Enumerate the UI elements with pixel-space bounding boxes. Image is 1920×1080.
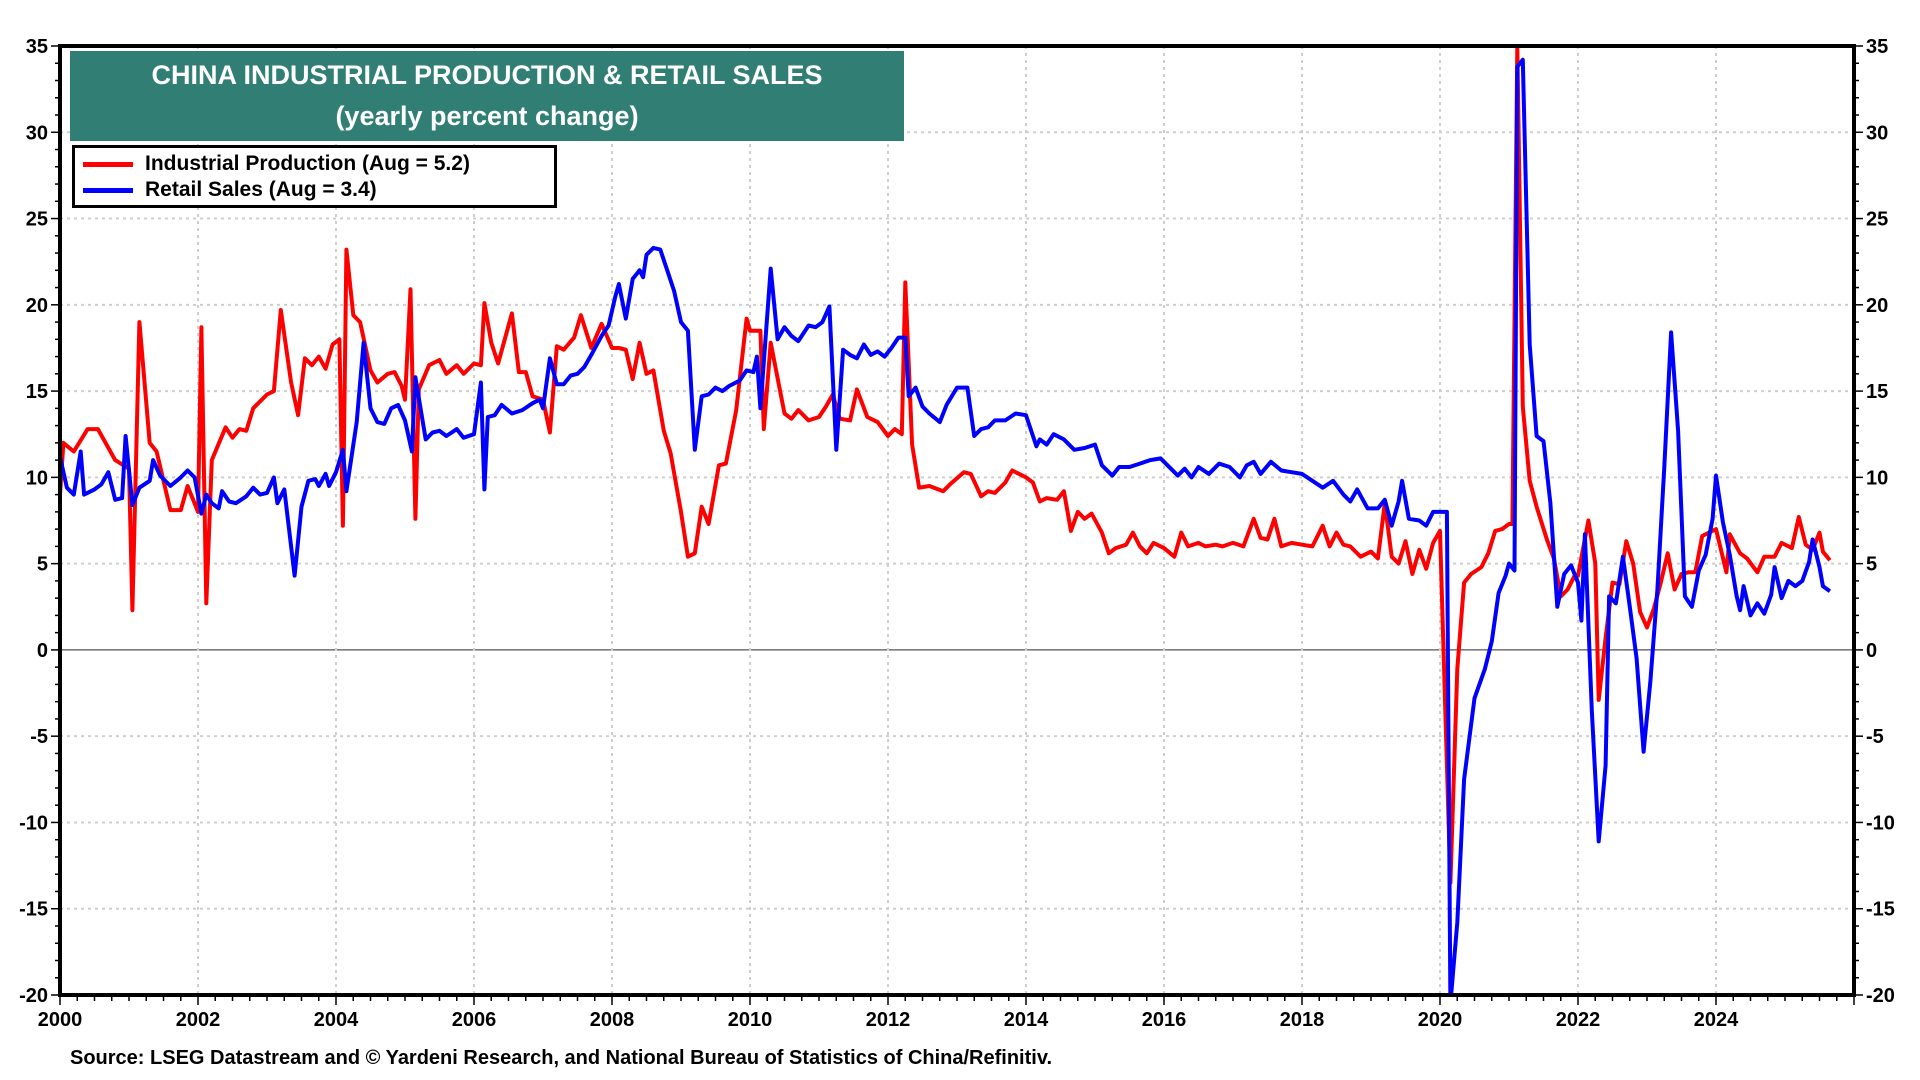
y-tick-label-left: -15 <box>19 899 48 921</box>
chart-title-box: CHINA INDUSTRIAL PRODUCTION & RETAIL SAL… <box>70 51 904 141</box>
x-tick-label: 2022 <box>1556 1009 1601 1031</box>
legend-swatch-red <box>83 161 133 167</box>
y-tick-label-left: -20 <box>19 985 48 1007</box>
y-tick-label-right: 35 <box>1866 36 1888 58</box>
y-tick-label-right: 30 <box>1866 122 1888 144</box>
y-tick-label-right: -15 <box>1866 899 1895 921</box>
source-note: Source: LSEG Datastream and © Yardeni Re… <box>70 1047 1053 1069</box>
x-tick-label: 2014 <box>1004 1009 1049 1031</box>
plot-frame <box>58 44 1856 997</box>
y-tick-label-left: 30 <box>26 122 48 144</box>
legend-swatch-blue <box>83 187 133 193</box>
chart-subtitle: (yearly percent change) <box>335 101 639 131</box>
legend-item-industrial-production: Industrial Production (Aug = 5.2) <box>83 151 554 177</box>
y-tick-label-right: -10 <box>1866 812 1895 834</box>
series-line-retail-sales <box>60 57 1832 995</box>
y-tick-label-right: 0 <box>1866 640 1877 662</box>
x-tick-label: 2006 <box>452 1009 497 1031</box>
y-tick-label-right: 10 <box>1866 467 1888 489</box>
x-tick-label: 2020 <box>1418 1009 1463 1031</box>
y-tick-label-right: 15 <box>1866 381 1888 403</box>
x-tick-label: 2018 <box>1280 1009 1325 1031</box>
y-tick-label-left: -5 <box>30 726 48 748</box>
y-tick-label-left: 5 <box>37 554 48 576</box>
y-tick-label-left: 25 <box>26 209 48 231</box>
chart-title: CHINA INDUSTRIAL PRODUCTION & RETAIL SAL… <box>151 60 823 90</box>
x-tick-label: 2000 <box>38 1009 83 1031</box>
y-tick-label-left: 0 <box>37 640 48 662</box>
y-tick-label-right: 20 <box>1866 295 1888 317</box>
y-tick-label-left: -10 <box>19 812 48 834</box>
x-tick-label: 2024 <box>1694 1009 1739 1031</box>
y-tick-label-left: 20 <box>26 295 48 317</box>
x-tick-label: 2004 <box>314 1009 359 1031</box>
legend-item-retail-sales: Retail Sales (Aug = 3.4) <box>83 177 554 203</box>
legend-label: Retail Sales (Aug = 3.4) <box>145 178 377 201</box>
y-tick-label-right: 5 <box>1866 554 1877 576</box>
x-tick-label: 2012 <box>866 1009 911 1031</box>
legend-label: Industrial Production (Aug = 5.2) <box>145 152 470 175</box>
x-tick-label: 2008 <box>590 1009 635 1031</box>
y-tick-label-left: 35 <box>26 36 48 58</box>
series-line-industrial-production <box>60 46 1832 885</box>
x-tick-label: 2002 <box>176 1009 221 1031</box>
y-tick-label-left: 10 <box>26 467 48 489</box>
y-tick-label-right: -20 <box>1866 985 1895 1007</box>
legend: Industrial Production (Aug = 5.2) Retail… <box>72 145 557 208</box>
y-tick-label-left: 15 <box>26 381 48 403</box>
y-tick-label-right: -5 <box>1866 726 1884 748</box>
x-tick-label: 2010 <box>728 1009 773 1031</box>
x-tick-label: 2016 <box>1142 1009 1187 1031</box>
y-tick-label-right: 25 <box>1866 209 1888 231</box>
